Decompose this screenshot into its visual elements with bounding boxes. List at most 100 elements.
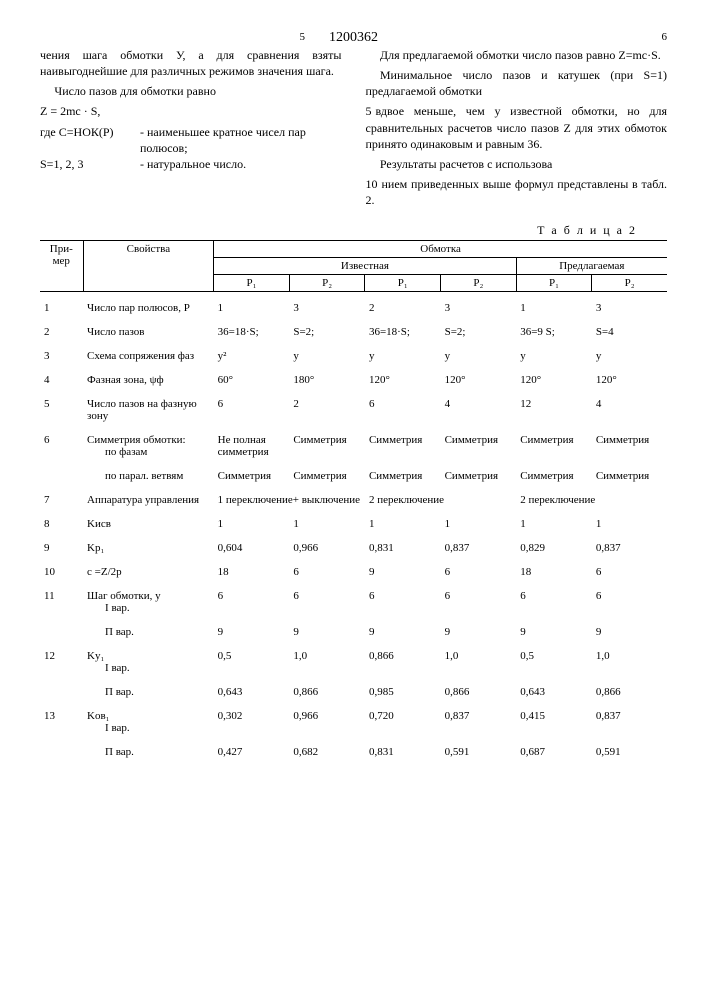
data-cell: 1 bbox=[592, 508, 667, 532]
row-number: 5 bbox=[40, 388, 83, 424]
data-cell: 18 bbox=[214, 556, 290, 580]
data-cell: 1 bbox=[214, 291, 290, 316]
data-cell: 6 bbox=[441, 556, 517, 580]
where1-lhs: где С=НОК(Р) bbox=[40, 124, 140, 156]
row-property: Аппаратура управле­ния bbox=[83, 484, 214, 508]
row-number: 4 bbox=[40, 364, 83, 388]
data-cell: 6 bbox=[592, 556, 667, 580]
row-number: 12 bbox=[40, 640, 83, 676]
data-cell: Не пол­ная сим­метрия bbox=[214, 424, 290, 460]
data-cell: 0,682 bbox=[289, 736, 365, 760]
row-property: П вар. bbox=[83, 736, 214, 760]
data-cell: Симмет­рия bbox=[441, 424, 517, 460]
row-number bbox=[40, 736, 83, 760]
th-predlagaemaya: Предлагаемая bbox=[516, 257, 667, 274]
table-row: П вар.0,6430,8660,9850,8660,6430,866 bbox=[40, 676, 667, 700]
table-row: 11Шаг обмотки, уI вар.666666 bbox=[40, 580, 667, 616]
row-number: 6 bbox=[40, 424, 83, 460]
row-number bbox=[40, 676, 83, 700]
data-cell: 0,866 bbox=[365, 640, 441, 676]
data-cell: 60° bbox=[214, 364, 290, 388]
data-cell: 9 bbox=[592, 616, 667, 640]
th-p2-c: P₂ bbox=[592, 274, 667, 291]
data-cell: Симмет­рия bbox=[441, 460, 517, 484]
data-cell: 0,643 bbox=[516, 676, 592, 700]
row-number: 9 bbox=[40, 532, 83, 556]
row-property: Kр₁ bbox=[83, 532, 214, 556]
row-number bbox=[40, 616, 83, 640]
data-cell: 2 bbox=[365, 291, 441, 316]
data-cell: 180° bbox=[289, 364, 365, 388]
row-property: с =Z/2р bbox=[83, 556, 214, 580]
right-p3a: Результаты расчетов с использова­ bbox=[366, 156, 668, 172]
where2-lhs: S=1, 2, 3 bbox=[40, 156, 140, 172]
data-cell: 0,831 bbox=[365, 736, 441, 760]
data-cell: у bbox=[592, 340, 667, 364]
left-column: чения шага обмотки У, а для срав­нения в… bbox=[40, 47, 342, 213]
data-cell: Симмет­рия bbox=[289, 424, 365, 460]
row-property: Число пазов bbox=[83, 316, 214, 340]
data-cell: 0,427 bbox=[214, 736, 290, 760]
data-cell: 1 bbox=[441, 508, 517, 532]
data-cell: 120° bbox=[365, 364, 441, 388]
data-cell: 1 bbox=[365, 508, 441, 532]
right-p3b: 10нием приведенных выше формул пред­став… bbox=[366, 176, 668, 208]
right-p1: Для предлагаемой обмотки число пазов рав… bbox=[366, 47, 668, 63]
data-cell: 0,302 bbox=[214, 700, 290, 736]
left-p1: чения шага обмотки У, а для срав­нения в… bbox=[40, 47, 342, 79]
data-cell: у bbox=[441, 340, 517, 364]
right-p2a: Минимальное число пазов и кату­шек (при … bbox=[366, 67, 668, 99]
th-p2-b: P₂ bbox=[441, 274, 517, 291]
data-cell: 6 bbox=[214, 580, 290, 616]
data-cell: Симмет­рия bbox=[365, 460, 441, 484]
row-property: Kу₁I вар. bbox=[83, 640, 214, 676]
data-cell: Симмет­рия bbox=[365, 424, 441, 460]
left-formula: Z = 2mс · S, bbox=[40, 103, 342, 119]
data-cell: 120° bbox=[441, 364, 517, 388]
table-body: 1Число пар полюсов, Р1323132Число пазов3… bbox=[40, 291, 667, 760]
data-cell: 36=18·S; bbox=[365, 316, 441, 340]
data-cell: 0,720 bbox=[365, 700, 441, 736]
th-p1-a: P₁ bbox=[214, 274, 290, 291]
data-cell: Симмет­рия bbox=[516, 424, 592, 460]
th-p2-a: P₂ bbox=[289, 274, 365, 291]
row-number: 2 bbox=[40, 316, 83, 340]
th-izvestnaya: Известная bbox=[214, 257, 517, 274]
row-property: Число пазов на фаз­ную зону bbox=[83, 388, 214, 424]
data-cell: 3 bbox=[289, 291, 365, 316]
row-number: 3 bbox=[40, 340, 83, 364]
results-table: При­мер Свойства Обмотка Известная Предл… bbox=[40, 240, 667, 760]
data-cell: 9 bbox=[516, 616, 592, 640]
data-cell: 1 bbox=[214, 508, 290, 532]
data-cell: 9 bbox=[365, 556, 441, 580]
row-property: Число пар полюсов, Р bbox=[83, 291, 214, 316]
table-row: П вар.999999 bbox=[40, 616, 667, 640]
data-cell: 0,966 bbox=[289, 700, 365, 736]
data-cell: 4 bbox=[592, 388, 667, 424]
data-cell: 6 bbox=[365, 580, 441, 616]
row-number: 7 bbox=[40, 484, 83, 508]
data-cell: 0,829 bbox=[516, 532, 592, 556]
data-cell: 0,591 bbox=[441, 736, 517, 760]
table-caption: Т а б л и ц а 2 bbox=[40, 223, 637, 238]
data-cell: 0,5 bbox=[214, 640, 290, 676]
data-cell: 2 переключение bbox=[516, 484, 667, 508]
data-cell: 0,837 bbox=[592, 532, 667, 556]
th-p1-b: P₁ bbox=[365, 274, 441, 291]
data-cell: 9 bbox=[289, 616, 365, 640]
data-cell: 9 bbox=[365, 616, 441, 640]
data-cell: S=2; bbox=[441, 316, 517, 340]
table-row: 6Симметрия обмотки:по фазамНе пол­ная си… bbox=[40, 424, 667, 460]
data-cell: 1,0 bbox=[592, 640, 667, 676]
data-cell: 6 bbox=[365, 388, 441, 424]
row-property: Фазная зона, ψф bbox=[83, 364, 214, 388]
row-property: П вар. bbox=[83, 616, 214, 640]
data-cell: Симмет­рия bbox=[592, 460, 667, 484]
table-row: 12Kу₁I вар.0,51,00,8661,00,51,0 bbox=[40, 640, 667, 676]
data-cell: 1 bbox=[516, 291, 592, 316]
data-cell: 0,985 bbox=[365, 676, 441, 700]
data-cell: 3 bbox=[592, 291, 667, 316]
data-cell: у bbox=[365, 340, 441, 364]
table-row: 13Kов₁I вар.0,3020,9660,7200,8370,4150,8… bbox=[40, 700, 667, 736]
data-cell: 120° bbox=[516, 364, 592, 388]
